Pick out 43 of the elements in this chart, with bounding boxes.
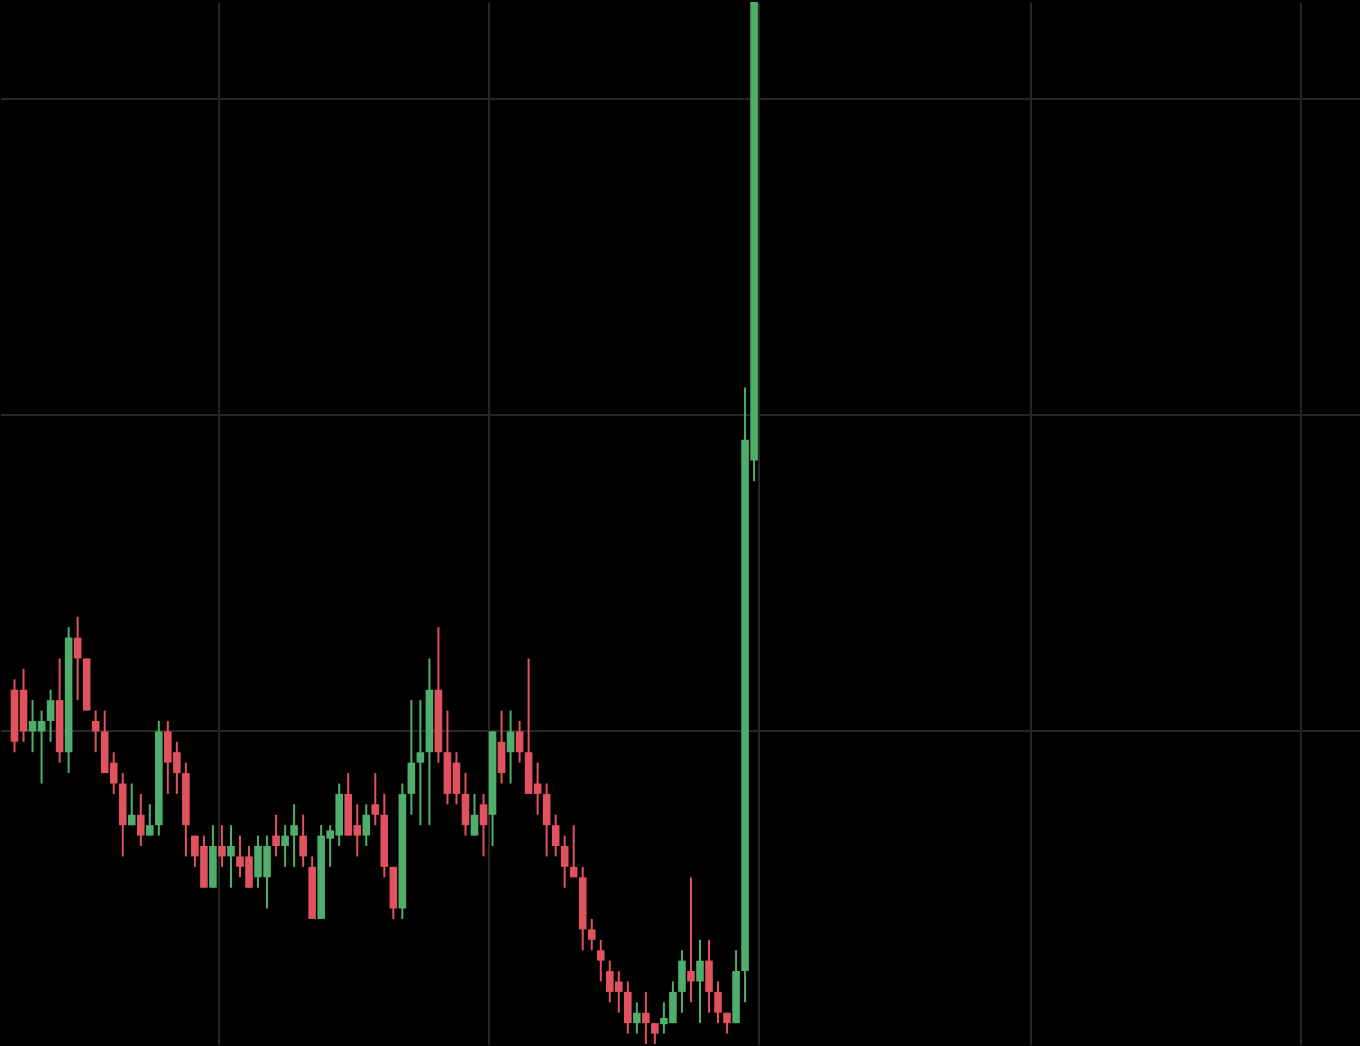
candlestick: [371, 772, 380, 827]
candlestick: [506, 709, 515, 785]
candlestick: [461, 772, 470, 837]
candlestick: [470, 792, 479, 837]
candlestick: [642, 990, 650, 1045]
candlestick: [218, 824, 226, 868]
candlestick: [127, 782, 136, 827]
candlestick: [705, 938, 713, 1014]
candlestick: [479, 792, 488, 858]
candlestick: [407, 699, 416, 816]
candlestick: [416, 699, 425, 827]
candlestick: [389, 865, 398, 920]
candlestick: [443, 709, 452, 806]
candlestick: [515, 719, 524, 764]
candlestick: [651, 1022, 659, 1045]
candlestick: [560, 834, 569, 889]
candlestick: [678, 949, 686, 1014]
candlestick: [146, 803, 154, 837]
candlestick: [227, 824, 235, 889]
candlestick: [290, 803, 298, 868]
candlestick: [19, 667, 28, 743]
candlestick: [569, 824, 578, 879]
candlestick: [696, 938, 704, 1025]
candlestick: [452, 751, 461, 806]
candlestick: [118, 772, 127, 858]
candlestick: [587, 917, 596, 952]
candlestick: [344, 772, 353, 837]
candlestick: [272, 813, 280, 858]
candlestick: [497, 709, 506, 785]
candlestick: [524, 657, 533, 795]
candlestick: [209, 824, 217, 889]
candlestick: [281, 824, 289, 868]
candlestick: [624, 980, 632, 1035]
candlestick: [714, 980, 722, 1025]
candlestick: [687, 876, 695, 1004]
candlestick: [362, 803, 371, 848]
candlestick: [633, 1001, 641, 1035]
candlestick: [551, 813, 560, 858]
candlestick: [46, 688, 55, 743]
candlestick: [299, 813, 307, 868]
candlestick: [542, 782, 551, 858]
candlestick: [596, 938, 605, 983]
candlestick: [136, 792, 145, 848]
